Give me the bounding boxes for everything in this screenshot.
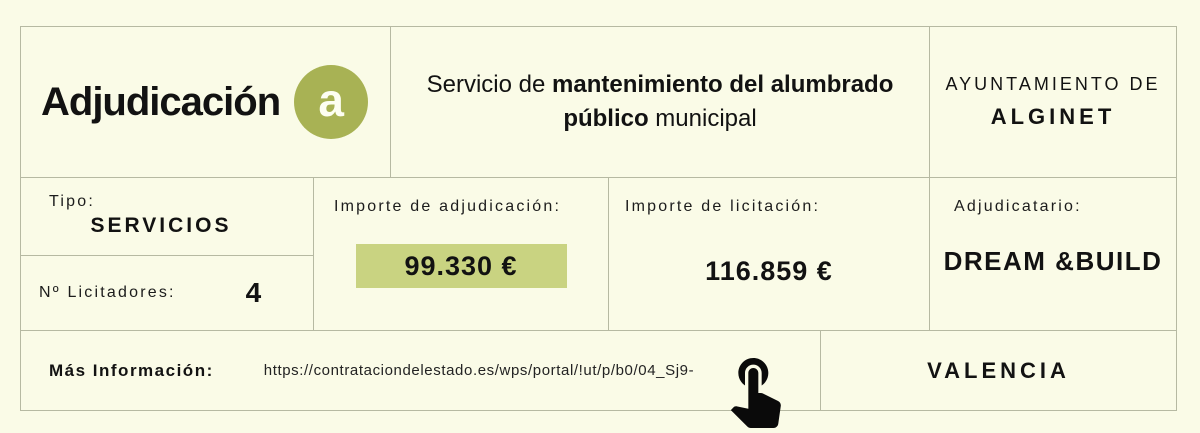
organization-name: ALGINET <box>990 104 1116 129</box>
tipo-label: Tipo: <box>49 193 95 210</box>
licitadores-label: Nº Licitadores: <box>39 284 176 301</box>
title-cell: Adjudicación a <box>21 27 391 177</box>
importe-licitacion-cell: Importe de licitación: 116.859 € <box>609 178 930 330</box>
importe-licitacion-label: Importe de licitación: <box>625 198 821 215</box>
letter-a-badge: a <box>294 65 369 139</box>
provincia-value: VALENCIA <box>927 357 1070 383</box>
importe-adjudicacion-label: Importe de adjudicación: <box>334 198 562 215</box>
contract-title: Servicio de mantenimiento del alumbrado … <box>425 68 895 136</box>
importe-adjudicacion-value: 99.330 € <box>355 244 567 288</box>
licitadores-subcell: Nº Licitadores: 4 <box>21 256 313 330</box>
organization-cell: AYUNTAMIENTO DE ALGINET <box>930 27 1176 177</box>
page-title: Adjudicación <box>41 79 281 124</box>
header-row: Adjudicación a Servicio de mantenimiento… <box>21 27 1176 178</box>
importe-licitacion-value: 116.859 € <box>705 256 833 286</box>
tap-icon[interactable] <box>715 345 795 431</box>
mas-informacion-cell: Más Información: https://contrataciondel… <box>21 331 820 410</box>
organization-prefix: AYUNTAMIENTO DE <box>945 74 1161 94</box>
info-url-link[interactable]: https://contrataciondelestado.es/wps/por… <box>263 362 695 379</box>
badge-letter: a <box>318 74 344 126</box>
footer-row: Más Información: https://contrataciondel… <box>21 331 1176 410</box>
tipo-licitadores-cell: Tipo: SERVICIOS Nº Licitadores: 4 <box>21 178 314 330</box>
subject-suffix: municipal <box>648 105 757 132</box>
subject-bold: mantenimiento del alumbrado público <box>552 71 894 132</box>
adjudicatario-cell: Adjudicatario: DREAM &BUILD <box>930 178 1176 330</box>
contract-title-cell: Servicio de mantenimiento del alumbrado … <box>391 27 930 177</box>
details-row: Tipo: SERVICIOS Nº Licitadores: 4 Import… <box>21 178 1176 331</box>
adjudicatario-label: Adjudicatario: <box>954 198 1082 215</box>
provincia-cell: VALENCIA <box>820 331 1176 410</box>
tipo-subcell: Tipo: SERVICIOS <box>21 178 313 256</box>
mas-informacion-label: Más Información: <box>49 360 214 380</box>
tipo-value: SERVICIOS <box>90 214 232 237</box>
adjudicatario-value: DREAM &BUILD <box>943 246 1163 276</box>
subject-prefix: Servicio de <box>426 71 552 98</box>
award-table: Adjudicación a Servicio de mantenimiento… <box>20 26 1177 428</box>
importe-adjudicacion-cell: Importe de adjudicación: 99.330 € <box>314 178 609 330</box>
licitadores-value: 4 <box>245 277 262 308</box>
